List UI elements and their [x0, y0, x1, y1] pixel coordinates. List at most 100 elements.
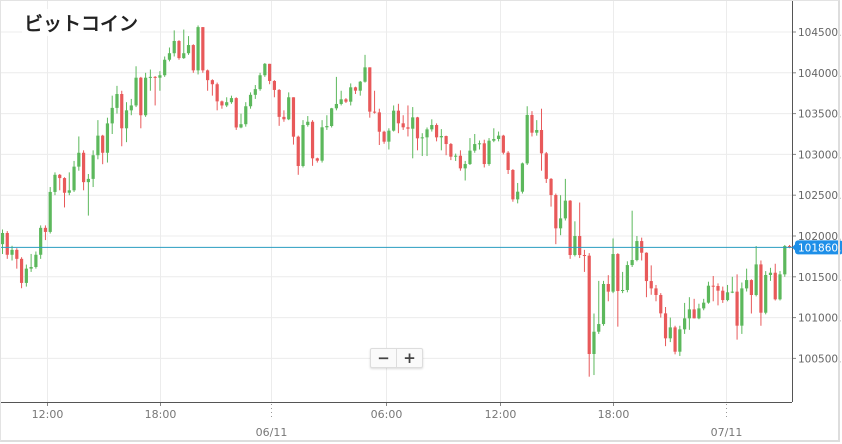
- candle-body: [263, 63, 267, 76]
- candle-up: [110, 95, 114, 134]
- candle-up: [597, 280, 601, 334]
- candle-body: [539, 130, 544, 154]
- candle-down: [616, 253, 620, 327]
- candle-body: [773, 272, 777, 300]
- candle-body: [468, 150, 472, 165]
- candle-body: [287, 97, 291, 120]
- candle-down: [659, 293, 663, 318]
- candle-up: [115, 85, 119, 114]
- candle-body: [372, 111, 377, 113]
- candle-up: [535, 120, 539, 136]
- candle-up: [239, 113, 243, 129]
- candle-up: [454, 153, 458, 161]
- candle-body: [101, 135, 105, 153]
- candle-up: [24, 264, 28, 287]
- candles: [0, 25, 792, 377]
- candle-down: [234, 97, 238, 130]
- candle-body: [716, 286, 720, 291]
- candle-body: [663, 313, 668, 339]
- candle-down: [663, 306, 668, 347]
- candle-body: [72, 166, 76, 191]
- candle-down: [568, 200, 572, 259]
- candle-body: [0, 232, 5, 245]
- candle-body: [310, 121, 315, 159]
- candle-down: [120, 90, 124, 147]
- candle-body: [725, 292, 730, 301]
- candle-body: [43, 227, 48, 232]
- candle-down: [654, 284, 658, 302]
- candle-up: [358, 80, 362, 96]
- candle-body: [415, 117, 420, 139]
- candle-body: [768, 272, 773, 276]
- candle-down: [415, 116, 420, 151]
- candle-down: [406, 105, 410, 137]
- candle-body: [177, 40, 181, 59]
- candle-body: [783, 246, 787, 275]
- candle-down: [62, 177, 67, 208]
- x-tick-label: 18:00: [145, 408, 177, 421]
- candle-down: [268, 63, 272, 85]
- candle-body: [525, 114, 529, 164]
- candle-body: [172, 40, 176, 54]
- candle-down: [434, 123, 439, 142]
- candle-body: [53, 174, 57, 192]
- candle-body: [382, 131, 386, 142]
- candle-down: [139, 76, 143, 129]
- candle-up: [172, 30, 176, 57]
- candle-body: [516, 191, 520, 200]
- candle-up: [516, 182, 520, 204]
- candle-up: [67, 172, 71, 196]
- candle-body: [764, 275, 768, 313]
- x-tick-label: 12:00: [485, 408, 517, 421]
- candle-body: [39, 227, 43, 255]
- candle-up: [244, 102, 248, 127]
- candle-down: [401, 115, 405, 130]
- candle-body: [291, 97, 296, 137]
- candle-down: [5, 231, 9, 259]
- candle-up: [105, 117, 110, 163]
- candle-body: [735, 291, 739, 326]
- grid: [0, 0, 792, 402]
- candle-up: [563, 178, 567, 221]
- candle-up: [740, 282, 744, 334]
- candle-body: [277, 89, 281, 117]
- candle-body: [91, 155, 95, 179]
- candle-body: [558, 218, 563, 229]
- candle-down: [19, 257, 24, 289]
- candle-down: [501, 134, 505, 155]
- candle-up: [186, 36, 191, 55]
- candle-body: [463, 164, 467, 169]
- candle-body: [239, 124, 243, 128]
- candle-body: [582, 255, 587, 257]
- candle-down: [554, 193, 558, 245]
- candle-body: [353, 87, 358, 91]
- zoom-out-button[interactable]: −: [377, 349, 390, 367]
- y-tick-label: 100500.0: [798, 353, 842, 365]
- candle-body: [301, 125, 305, 166]
- candle-down: [482, 139, 486, 168]
- candle-body: [139, 77, 143, 116]
- candle-up: [29, 253, 33, 272]
- candle-up: [53, 172, 57, 196]
- candle-down: [377, 108, 381, 146]
- candle-down: [177, 40, 181, 60]
- candle-body: [420, 137, 424, 139]
- candle-body: [296, 136, 300, 166]
- candle-up: [439, 129, 443, 151]
- candle-body: [148, 76, 152, 78]
- candle-body: [530, 114, 534, 133]
- candle-body: [115, 94, 119, 108]
- candle-body: [330, 108, 334, 127]
- candle-body: [702, 302, 706, 309]
- candle-up: [473, 134, 477, 153]
- candle-down: [549, 178, 553, 207]
- candle-down: [458, 150, 463, 171]
- candle-body: [492, 138, 496, 141]
- candle-up: [334, 76, 338, 111]
- zoom-in-button[interactable]: +: [396, 349, 422, 367]
- candle-up: [697, 303, 701, 320]
- y-tick-label: 103000.0: [798, 149, 842, 161]
- candle-body: [711, 285, 715, 287]
- candle-up: [10, 245, 14, 261]
